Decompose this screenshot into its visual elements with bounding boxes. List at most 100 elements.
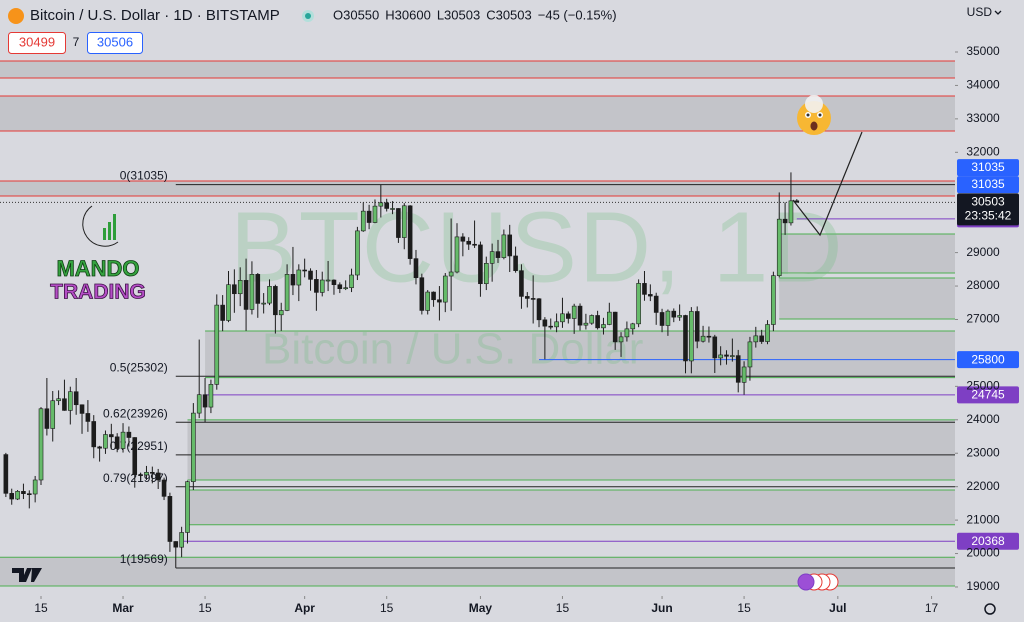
candle-body [97,446,102,449]
candle-body [513,255,518,271]
candle-body [730,355,735,357]
y-tick-label: 29000 [966,245,1000,259]
candle-body [642,283,647,295]
price-badge [957,159,1019,177]
candle-body [448,271,454,277]
candle-body [220,304,225,321]
candle-body [296,269,302,286]
candle-body [794,200,800,203]
currency-chevron[interactable] [994,10,1002,15]
y-tick-label: 34000 [966,78,1000,92]
candle-body [390,208,395,210]
candle-body [343,287,348,290]
candle-body [724,354,729,357]
candle-body [73,391,79,406]
fib-label: 0(31035) [120,169,168,183]
candle-body [366,210,372,223]
candle-body [530,298,536,300]
legend-value: C30503 [486,7,532,22]
y-tick-label: 19000 [966,579,1000,593]
candle-body [155,472,161,481]
zone [0,60,955,79]
candle-body [179,532,184,548]
y-tick-label: 33000 [966,111,1000,125]
candle-body [68,391,73,411]
x-tick-label: 15 [380,601,394,615]
candle-body [718,354,723,359]
candle-body [138,474,143,476]
ask-box[interactable] [87,32,143,54]
candle-body [290,274,296,286]
candle-body [466,240,472,245]
currency[interactable]: USD [967,5,993,19]
candle-body [437,299,442,303]
candle-body [735,355,741,383]
candle-body [360,210,366,232]
fib-label: 0.5(25302) [110,360,168,374]
candle-body [589,315,595,324]
candle-body [401,205,407,238]
candle-body [478,244,483,285]
candle-body [261,302,266,305]
watermark-name: Bitcoin / U.S. Dollar [262,325,643,374]
zone [205,330,956,378]
candle-body [507,234,513,257]
candle-body [536,298,542,321]
price-badge [957,386,1019,404]
candle-body [489,251,495,264]
zone [187,419,955,480]
price-badge-label: 31035 [971,160,1005,174]
y-tick-label: 24000 [966,412,1000,426]
candle-body [161,479,167,497]
candle-body [712,336,718,359]
brand-logo: MANDO TRADING [50,205,146,304]
candle-body [355,230,360,276]
fib-label: 0.62(23926) [103,406,168,420]
candle-body [114,436,120,449]
candle-body [706,335,712,338]
candle-body [325,279,331,282]
candle-body [419,277,425,311]
y-tick-label: 20000 [966,546,1000,560]
brand-name: MANDO [56,256,139,281]
candle-body [202,394,208,408]
candle-body [460,236,466,242]
candle-body [554,321,559,328]
legend-value: −45 (−0.15%) [538,7,617,22]
shocked-icon [797,95,831,135]
tv-logo [12,568,42,582]
candle-body [519,270,524,297]
candle-body [120,431,126,449]
candle-body [91,421,97,448]
candles-layer [3,172,800,568]
candle-body [636,283,641,325]
zone [0,557,955,586]
x-tick-label: Jul [829,601,846,615]
candle-body [413,258,419,278]
candle-body [630,323,636,330]
zone [0,95,955,131]
y-tick-label: 28000 [966,278,1000,292]
bid-price[interactable]: 30499 [19,34,55,49]
candle-body [683,315,688,362]
candle-body [659,312,665,326]
candle-body [273,286,278,316]
candle-body [243,280,249,310]
y-tick-label: 21000 [966,512,1000,526]
candle-body [648,294,653,297]
candle-body [132,437,138,475]
candle-body [384,202,389,209]
y-tick-label: 35000 [966,44,1000,58]
status-dot [305,13,311,19]
settings-icon[interactable] [984,603,996,615]
legend-value: L30503 [437,7,480,22]
candle-body [560,313,565,323]
candle-body [753,335,759,343]
bid-box[interactable] [8,32,66,54]
candle-body [765,324,770,342]
ask-price[interactable]: 30506 [97,34,133,49]
y-tick-label: 23000 [966,445,1000,459]
zone [187,490,955,525]
candle-body [495,251,501,258]
x-tick-label: May [469,601,493,615]
